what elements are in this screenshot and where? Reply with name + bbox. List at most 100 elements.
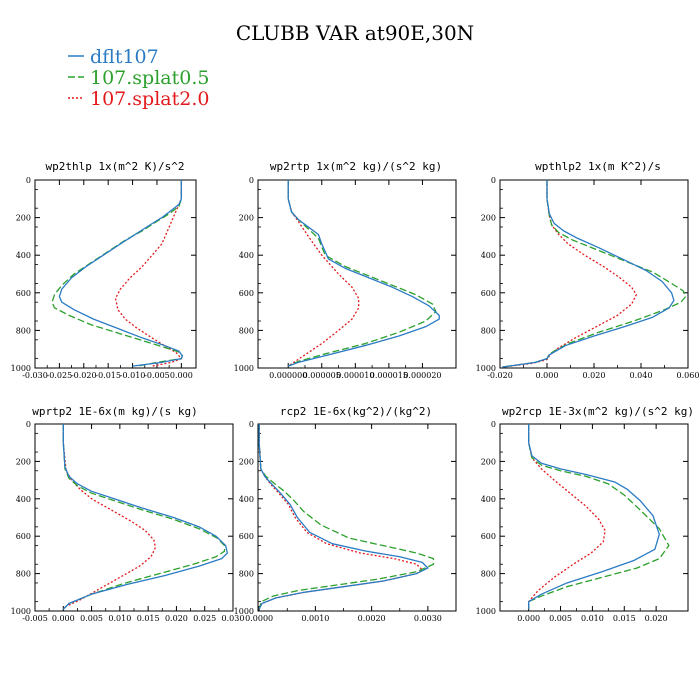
- x-tick-label: -0.015: [95, 371, 121, 380]
- series-line-107.splat0.5: [258, 424, 435, 610]
- y-tick-label: 1000: [11, 607, 31, 616]
- x-tick-label: -0.020: [487, 371, 513, 380]
- y-tick-label: 1000: [234, 364, 254, 373]
- x-tick-label: 0.0000: [245, 614, 273, 623]
- series-line-dflt107: [287, 180, 440, 367]
- x-tick-label: 0.020: [165, 614, 188, 623]
- series-line-107.splat2.0: [287, 180, 360, 367]
- y-tick-label: 800: [239, 326, 254, 335]
- series-line-107.splat2.0: [258, 424, 423, 610]
- x-tick-label: 0.015: [613, 614, 636, 623]
- x-tick-label: -0.020: [71, 371, 97, 380]
- x-tick-label: -0.010: [120, 371, 146, 380]
- legend-label-splat0.5: 107.splat0.5: [90, 67, 209, 89]
- panel-rcp2: rcp2 1E-6x(kg^2)/(kg^2) 0.0000 0.0010 0.00…: [234, 405, 457, 623]
- panel-wp2rtp: wp2rtp 1x(m^2 kg)/(s^2 kg) 0.0000000.000…: [234, 160, 457, 380]
- x-tick-label: 0.010: [108, 614, 131, 623]
- series-line-107.splat2.0: [528, 424, 606, 610]
- series-line-107.splat0.5: [51, 180, 183, 367]
- x-tick-label: 0.025: [193, 614, 216, 623]
- x-tick-label: 0.020: [583, 371, 606, 380]
- series-line-107.splat0.5: [62, 424, 226, 610]
- legend-label-dflt107: dflt107: [90, 46, 159, 68]
- series-line-dflt107: [58, 180, 183, 367]
- x-tick-label: 0.005: [549, 614, 572, 623]
- x-tick-label: 0.000: [517, 614, 540, 623]
- y-tick-label: 800: [481, 326, 496, 335]
- plot-frame: [499, 179, 689, 369]
- x-tick-label: 0.015: [137, 614, 160, 623]
- x-tick-label: 0.0020: [358, 614, 386, 623]
- y-tick-label: 400: [481, 495, 496, 504]
- panel-wp2thlp: wp2thlp 1x(m^2 K)/s^2 -0.030-0.025-0.020…: [11, 160, 197, 380]
- x-tick-label: -0.025: [47, 371, 73, 380]
- y-tick-label: 200: [16, 457, 31, 466]
- y-tick-label: 0: [249, 420, 254, 429]
- y-tick-label: 800: [16, 570, 31, 579]
- series-line-107.splat2.0: [502, 180, 637, 368]
- x-tick-label: 0.005: [80, 614, 103, 623]
- y-tick-label: 0: [26, 176, 31, 185]
- y-tick-label: 200: [16, 214, 31, 223]
- legend: dflt107 107.splat0.5 107.splat2.0: [68, 46, 209, 110]
- panel-wp2rcp: wp2rcp 1E-3x(m^2 kg)/(s^2 kg) 0.000 0.005…: [476, 405, 694, 623]
- panel-title: wpthlp2 1x(m K^2)/s: [535, 160, 661, 173]
- series-line-107.splat0.5: [502, 180, 687, 368]
- plot-frame: [257, 423, 457, 612]
- y-tick-label: 400: [239, 251, 254, 260]
- x-tick-label: 0.000015: [370, 371, 408, 380]
- y-tick-label: 200: [239, 214, 254, 223]
- panel-title: wp2rcp 1E-3x(m^2 kg)/(s^2 kg): [502, 405, 694, 418]
- panel-wprtp2: wprtp2 1E-6x(m kg)/(s kg) -0.005 0.000 0.0…: [11, 405, 245, 623]
- y-tick-label: 400: [16, 251, 31, 260]
- y-tick-label: 200: [481, 457, 496, 466]
- series-line-107.splat2.0: [62, 424, 157, 610]
- y-tick-label: 1000: [476, 364, 496, 373]
- y-tick-label: 1000: [234, 607, 254, 616]
- x-tick-label: 0.000005: [303, 371, 341, 380]
- series-line-dflt107: [502, 180, 675, 368]
- panel-title: rcp2 1E-6x(kg^2)/(kg^2): [280, 405, 432, 418]
- series-line-107.splat0.5: [528, 424, 670, 610]
- plot-frame: [499, 423, 689, 612]
- x-tick-label: 0.020: [645, 614, 668, 623]
- x-tick-label: 0.000020: [403, 371, 441, 380]
- x-tick-label: 0.000: [170, 371, 193, 380]
- figure-title: CLUBB VAR at90E,30N: [236, 21, 474, 45]
- y-tick-label: 600: [239, 532, 254, 541]
- x-tick-label: 0.000: [52, 614, 75, 623]
- x-tick-label: -0.005: [144, 371, 170, 380]
- y-tick-label: 800: [16, 326, 31, 335]
- y-tick-label: 600: [16, 289, 31, 298]
- y-tick-label: 800: [239, 570, 254, 579]
- x-tick-label: 0.000010: [336, 371, 374, 380]
- y-tick-label: 0: [491, 176, 496, 185]
- series-line-107.splat2.0: [114, 180, 183, 367]
- y-tick-label: 0: [249, 176, 254, 185]
- y-tick-label: 0: [26, 420, 31, 429]
- y-tick-label: 400: [239, 495, 254, 504]
- y-tick-label: 400: [481, 251, 496, 260]
- y-tick-label: 600: [481, 532, 496, 541]
- legend-label-splat2.0: 107.splat2.0: [90, 88, 209, 110]
- x-tick-label: 0.040: [630, 371, 653, 380]
- panel-title: wprtp2 1E-6x(m kg)/(s kg): [32, 405, 198, 418]
- y-tick-label: 600: [16, 532, 31, 541]
- y-tick-label: 600: [481, 289, 496, 298]
- panel-wpthlp2: wpthlp2 1x(m K^2)/s -0.020 0.000 0.020 0.04…: [476, 160, 700, 380]
- x-tick-label: 0.030: [222, 614, 245, 623]
- y-tick-label: 200: [481, 214, 496, 223]
- panel-title: wp2thlp 1x(m^2 K)/s^2: [45, 160, 184, 173]
- series-line-dflt107: [528, 424, 660, 610]
- x-tick-label: -0.005: [22, 614, 48, 623]
- x-tick-label: 0.060: [677, 371, 700, 380]
- y-tick-label: 800: [481, 570, 496, 579]
- x-tick-label: 0.0030: [414, 614, 442, 623]
- y-tick-label: 200: [239, 457, 254, 466]
- plot-frame: [34, 179, 197, 369]
- y-tick-label: 400: [16, 495, 31, 504]
- y-tick-label: 1000: [11, 364, 31, 373]
- x-tick-label: 0.000000: [269, 371, 307, 380]
- x-tick-label: -0.030: [22, 371, 48, 380]
- x-tick-label: 0.010: [581, 614, 604, 623]
